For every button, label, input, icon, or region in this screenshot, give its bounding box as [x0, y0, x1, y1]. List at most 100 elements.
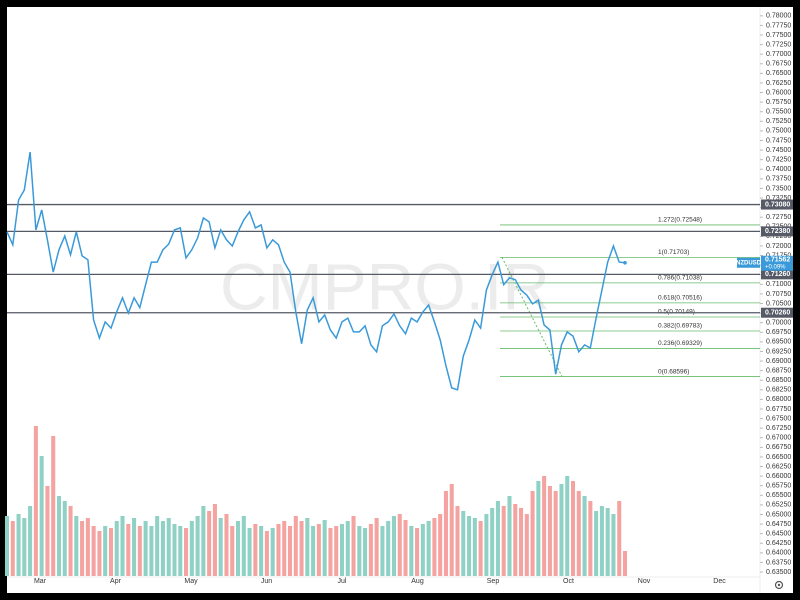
volume-bar [438, 514, 443, 576]
volume-bar [166, 518, 171, 576]
y-tick-label: 0.67000 [766, 435, 791, 442]
fib-label: 1.272(0.72548) [658, 217, 702, 224]
volume-bar [51, 436, 56, 576]
volume-bar [4, 516, 10, 576]
y-tick-label: 0.76500 [766, 70, 791, 77]
volume-bar [68, 506, 73, 576]
volume-bar [599, 506, 604, 576]
volume-bar [287, 526, 293, 576]
level-tag [761, 226, 793, 237]
settings-icon[interactable] [774, 580, 784, 590]
volume-bar [195, 516, 200, 576]
y-tick-label: 0.70500 [766, 300, 791, 307]
volume-bar [420, 524, 425, 576]
volume-bar [403, 520, 408, 576]
volume-bar [351, 516, 356, 576]
volume-bar [28, 506, 33, 576]
volume-bar [415, 528, 420, 576]
volume-bar [253, 524, 258, 576]
y-tick-label: 0.74500 [766, 147, 791, 154]
level-label: 0.72380 [765, 228, 790, 235]
volume-bar [230, 526, 235, 576]
volume-bar [513, 504, 518, 576]
y-tick-label: 0.66000 [766, 473, 791, 480]
volume-bar [108, 528, 113, 576]
y-tick-label: 0.75250 [766, 118, 791, 125]
y-tick-label: 0.68500 [766, 377, 791, 384]
y-tick-label: 0.63500 [766, 569, 791, 576]
y-tick-label: 0.67500 [766, 415, 791, 422]
y-tick-label: 0.74750 [766, 137, 791, 144]
y-tick-label: 0.72750 [766, 214, 791, 221]
volume-bar [519, 508, 524, 576]
chart-background [7, 7, 793, 593]
price-tag [761, 255, 793, 271]
y-tick-label: 0.66750 [766, 444, 791, 451]
volume-bar [62, 501, 67, 576]
volume-bar [56, 496, 62, 576]
fib-label: 0(0.68596) [658, 368, 689, 375]
volume-bar [207, 511, 212, 576]
volume-bar [126, 524, 131, 576]
volume-bar [617, 501, 622, 576]
volume-bar [74, 516, 79, 576]
volume-bar [455, 506, 460, 576]
volume-bar [484, 514, 489, 576]
y-tick-label: 0.65000 [766, 511, 791, 518]
volume-bar [224, 514, 229, 576]
volume-bar [264, 531, 269, 576]
volume-bar [345, 521, 350, 576]
volume-bar [547, 486, 552, 576]
volume-bar [478, 521, 483, 576]
volume-bar [391, 516, 396, 576]
volume-bar [328, 528, 333, 576]
volume-bar [241, 516, 246, 576]
volume-bar [357, 526, 362, 576]
volume-bar [409, 526, 414, 576]
volume-bar [85, 518, 90, 576]
volume-bar [501, 506, 506, 576]
volume-bar [363, 528, 368, 576]
volume-bar [380, 526, 385, 576]
volume-bar [594, 511, 599, 576]
volume-bar [524, 514, 529, 576]
volume-bar [293, 516, 298, 576]
last-point [623, 260, 627, 265]
volume-bar [495, 501, 500, 576]
volume-bar [368, 524, 373, 576]
volume-bar [155, 516, 160, 576]
volume-bar [536, 481, 541, 576]
volume-bar [374, 518, 379, 576]
volume-bar [605, 508, 610, 576]
y-tick-label: 0.66250 [766, 463, 791, 470]
volume-bar [172, 524, 177, 576]
volume-bar [449, 484, 454, 576]
volume-bar [178, 526, 183, 576]
volume-bar [22, 518, 27, 576]
y-tick-label: 0.70000 [766, 320, 791, 327]
y-tick-label: 0.74000 [766, 166, 791, 173]
y-tick-label: 0.76000 [766, 89, 791, 96]
volume-bar [143, 521, 148, 576]
volume-bar [16, 514, 21, 576]
volume-bar [184, 528, 189, 576]
y-tick-label: 0.68750 [766, 367, 791, 374]
volume-bar [316, 524, 321, 576]
volume-bar [588, 501, 593, 576]
volume-bar [270, 528, 275, 576]
volume-bar [103, 526, 108, 576]
x-tick-label: Jun [261, 578, 272, 585]
volume-bar [189, 521, 194, 576]
x-tick-label: Oct [563, 578, 574, 585]
volume-bar [443, 491, 448, 576]
volume-bar [259, 526, 264, 576]
volume-bar [576, 491, 581, 576]
volume-bar [91, 526, 96, 576]
volume-bar [276, 524, 281, 576]
volume-bar [397, 514, 402, 576]
y-tick-label: 0.64000 [766, 550, 791, 557]
volume-bar [611, 514, 616, 576]
y-tick-label: 0.65500 [766, 492, 791, 499]
